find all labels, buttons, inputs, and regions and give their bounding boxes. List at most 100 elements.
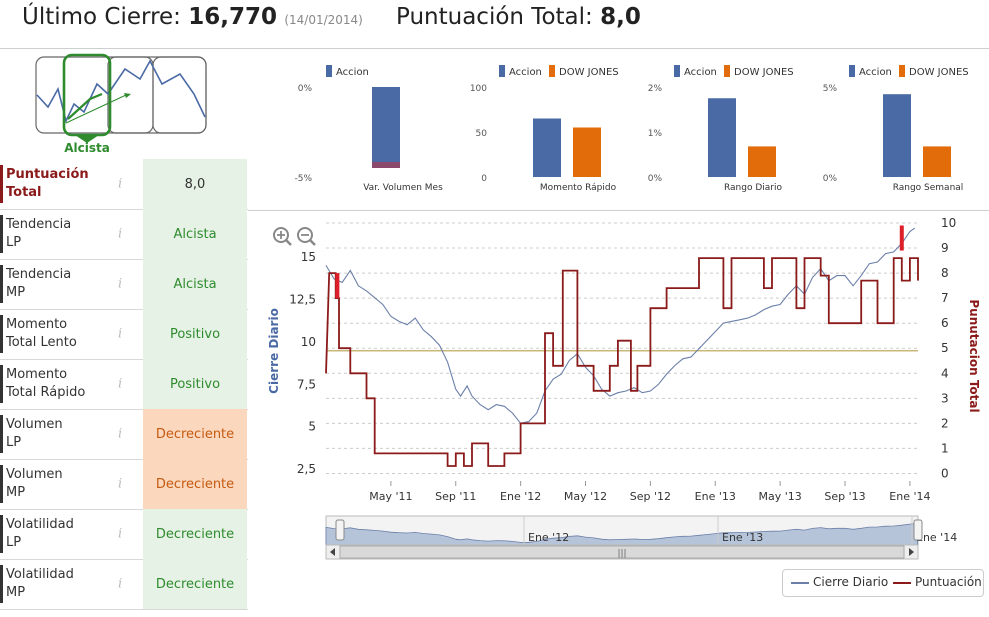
row-label: Puntuación Total bbox=[6, 167, 89, 200]
x-tick-label: May '11 bbox=[369, 490, 412, 503]
bar-accion[interactable] bbox=[708, 98, 736, 177]
navigator-left-handle[interactable] bbox=[335, 519, 345, 541]
bar-dow-jones[interactable] bbox=[573, 127, 601, 178]
page-header: Último Cierre: 16,770 (14/01/2014) Puntu… bbox=[0, 0, 989, 49]
info-icon[interactable]: i bbox=[118, 326, 123, 342]
y-tick-label: 0 bbox=[481, 174, 487, 184]
bar-accion[interactable] bbox=[372, 87, 400, 168]
y-tick-label: 5 bbox=[308, 420, 316, 434]
mini-charts-panel: Accion 0% -5% Var. Volumen Mes Accion DOW JON… bbox=[248, 49, 989, 211]
y-tick-label: 12,5 bbox=[289, 292, 316, 306]
row-label: Tendencia LP bbox=[6, 217, 72, 250]
legend-label: DOW JONES bbox=[909, 67, 969, 78]
bar-dow-jones[interactable] bbox=[923, 146, 951, 177]
total-score-value: 8,0 bbox=[600, 4, 641, 30]
y-tick-label: 50 bbox=[476, 129, 488, 139]
y-tick-label: 7,5 bbox=[297, 377, 316, 391]
total-score: Puntuación Total: 8,0 bbox=[396, 4, 641, 30]
info-icon[interactable]: i bbox=[118, 426, 123, 442]
info-icon[interactable]: i bbox=[118, 226, 123, 242]
legend-swatch bbox=[674, 65, 680, 77]
x-tick-label: Sep '11 bbox=[435, 490, 476, 503]
legend-label: Accion bbox=[509, 67, 542, 78]
bar-accion[interactable] bbox=[533, 118, 561, 178]
y2-axis-title: Punutacion Total bbox=[967, 299, 981, 412]
y2-tick-label: 8 bbox=[941, 266, 949, 280]
row-marker bbox=[0, 465, 3, 503]
scrollbar[interactable]: ||| bbox=[325, 544, 919, 560]
legend-label: DOW JONES bbox=[559, 67, 619, 78]
score-row: Volumen MP i Decreciente bbox=[0, 459, 248, 510]
x-tick-label: Ene '14 bbox=[889, 490, 930, 503]
bar-accion[interactable] bbox=[883, 94, 911, 177]
score-row: Tendencia LP i Alcista bbox=[0, 209, 248, 260]
x-tick-label: Ene '13 bbox=[695, 490, 736, 503]
mini-chart-1: Accion 0% -5% Var. Volumen Mes bbox=[294, 65, 443, 193]
x-tick-label: May '13 bbox=[759, 490, 802, 503]
row-value: 8,0 bbox=[143, 159, 247, 209]
y-tick-label: 100 bbox=[470, 84, 487, 94]
row-marker bbox=[0, 565, 3, 603]
trend-chart-icon bbox=[35, 53, 207, 143]
scrollbar-thumb[interactable] bbox=[339, 545, 905, 559]
y-tick-label: -5% bbox=[294, 174, 312, 184]
legend-swatch bbox=[724, 65, 730, 77]
y-tick-label: 0% bbox=[823, 174, 838, 184]
x-tick-label: Sep '12 bbox=[630, 490, 671, 503]
legend-label: DOW JONES bbox=[734, 67, 794, 78]
info-icon[interactable]: i bbox=[118, 576, 123, 592]
y-tick-label: 5% bbox=[823, 84, 838, 94]
legend-price-label[interactable]: Cierre Diario bbox=[813, 575, 889, 589]
scroll-left-arrow[interactable] bbox=[330, 548, 335, 556]
zoom-in-icon[interactable] bbox=[273, 227, 292, 246]
row-value: Decreciente bbox=[143, 559, 247, 609]
y2-tick-label: 6 bbox=[941, 316, 949, 330]
y-axis-title: Cierre Diario bbox=[267, 308, 281, 394]
row-label: Volatilidad MP bbox=[6, 567, 74, 600]
legend-price-line bbox=[791, 582, 809, 584]
y-tick-label: 0% bbox=[648, 174, 663, 184]
scroll-right-arrow[interactable] bbox=[909, 548, 914, 556]
row-label: Volatilidad LP bbox=[6, 517, 74, 550]
legend-score-label[interactable]: Puntuación bbox=[915, 575, 982, 589]
trend-indicator: Alcista bbox=[0, 49, 248, 159]
score-series-line[interactable] bbox=[325, 257, 919, 467]
zoom-out-icon[interactable] bbox=[297, 227, 316, 246]
legend-score-line bbox=[893, 582, 911, 584]
row-label: Momento Total Rápido bbox=[6, 367, 86, 400]
info-icon[interactable]: i bbox=[118, 376, 123, 392]
y2-tick-label: 10 bbox=[941, 216, 956, 230]
info-icon[interactable]: i bbox=[118, 276, 123, 292]
range-navigator[interactable]: Ene '12 Ene '13 Ene '14 bbox=[325, 515, 957, 547]
last-close-value: 16,770 bbox=[188, 4, 278, 30]
mini-chart-4: Accion DOW JONES 5% 0% Rango Semanal bbox=[823, 65, 969, 193]
info-icon[interactable]: i bbox=[118, 476, 123, 492]
y-tick-label: 10 bbox=[301, 335, 316, 349]
info-icon[interactable]: i bbox=[118, 176, 123, 192]
bar-dow-jones[interactable] bbox=[748, 146, 776, 177]
score-highlight bbox=[335, 273, 340, 299]
score-highlight bbox=[899, 225, 904, 251]
y-tick-label: 15 bbox=[301, 250, 316, 264]
y2-tick-label: 3 bbox=[941, 391, 949, 405]
y2-tick-label: 9 bbox=[941, 241, 949, 255]
row-marker bbox=[0, 265, 3, 303]
row-value: Alcista bbox=[143, 259, 247, 309]
navigator-label: Ene '12 bbox=[528, 531, 569, 544]
y2-tick-label: 4 bbox=[941, 366, 949, 380]
info-icon[interactable]: i bbox=[118, 526, 123, 542]
row-label: Tendencia MP bbox=[6, 267, 72, 300]
row-value: Positivo bbox=[143, 309, 247, 359]
navigator-label: Ene '14 bbox=[916, 531, 957, 544]
navigator-right-handle[interactable] bbox=[913, 519, 923, 541]
legend-swatch bbox=[326, 65, 332, 77]
price-series-line[interactable] bbox=[325, 227, 916, 424]
score-row: Volatilidad MP i Decreciente bbox=[0, 559, 248, 610]
row-value: Positivo bbox=[143, 359, 247, 409]
total-score-label: Puntuación Total: bbox=[396, 4, 593, 30]
score-row: Momento Total Rápido i Positivo bbox=[0, 359, 248, 410]
mini-charts-svg: Accion 0% -5% Var. Volumen Mes Accion DOW JON… bbox=[294, 65, 969, 193]
x-tick-label: Sep '13 bbox=[824, 490, 865, 503]
score-row: Puntuación Total i 8,0 bbox=[0, 159, 248, 210]
